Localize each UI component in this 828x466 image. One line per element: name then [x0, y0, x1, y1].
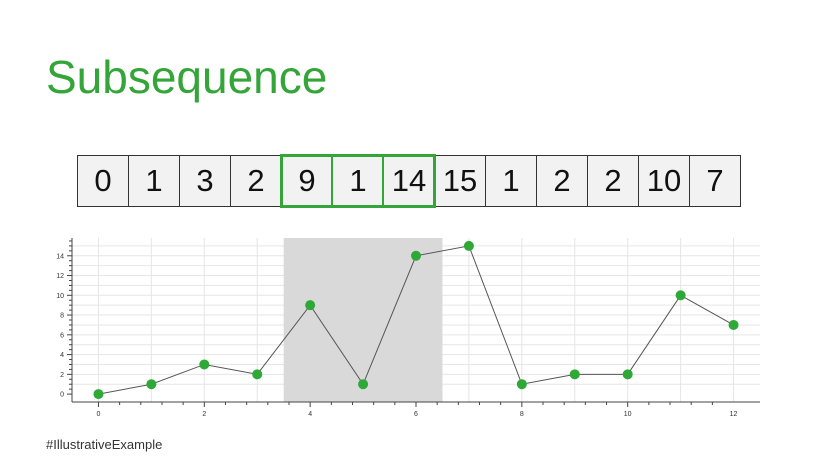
- array-cell: 10: [638, 155, 690, 207]
- array-cell: 1: [485, 155, 537, 207]
- data-point: [146, 379, 157, 390]
- x-tick-label: 12: [730, 411, 738, 418]
- x-tick-label: 2: [202, 411, 206, 418]
- x-tick-label: 4: [308, 411, 312, 418]
- data-point: [569, 369, 580, 380]
- data-point: [305, 300, 316, 311]
- y-tick-label: 12: [56, 273, 64, 280]
- highlight-divider: [382, 154, 384, 208]
- y-tick-label: 0: [60, 392, 64, 399]
- sequence-array: 0 1 3 2 9 1 14 15 1 2 2 10 7: [77, 155, 741, 207]
- data-point: [93, 389, 104, 400]
- array-cell: 0: [77, 155, 129, 207]
- array-cell: 3: [179, 155, 231, 207]
- data-point: [728, 319, 739, 330]
- data-point: [411, 250, 421, 261]
- x-tick-label: 10: [624, 411, 632, 418]
- data-point: [675, 290, 686, 301]
- y-tick-label: 10: [56, 293, 64, 300]
- data-point: [516, 379, 527, 390]
- y-tick-label: 8: [60, 313, 64, 320]
- array-cell: 2: [536, 155, 588, 207]
- y-tick-label: 6: [60, 332, 64, 339]
- array-cell: 1: [332, 155, 384, 207]
- data-point: [358, 379, 369, 390]
- data-point: [199, 359, 210, 370]
- array-cell: 14: [383, 155, 435, 207]
- y-tick-label: 2: [60, 372, 64, 379]
- hashtag-footer: #IllustrativeExample: [46, 437, 163, 452]
- highlight-divider: [331, 154, 333, 208]
- highlight-region: [283, 238, 443, 402]
- y-tick-label: 14: [56, 253, 64, 260]
- data-point: [252, 369, 263, 380]
- data-point: [463, 240, 474, 251]
- x-tick-label: 8: [520, 411, 524, 418]
- x-tick-label: 0: [97, 411, 101, 418]
- y-tick-label: 4: [60, 352, 64, 359]
- data-point: [622, 369, 633, 380]
- array-cell: 7: [689, 155, 741, 207]
- x-tick-label: 6: [414, 411, 418, 418]
- slide-title: Subsequence: [46, 51, 328, 103]
- array-cell: 2: [587, 155, 639, 207]
